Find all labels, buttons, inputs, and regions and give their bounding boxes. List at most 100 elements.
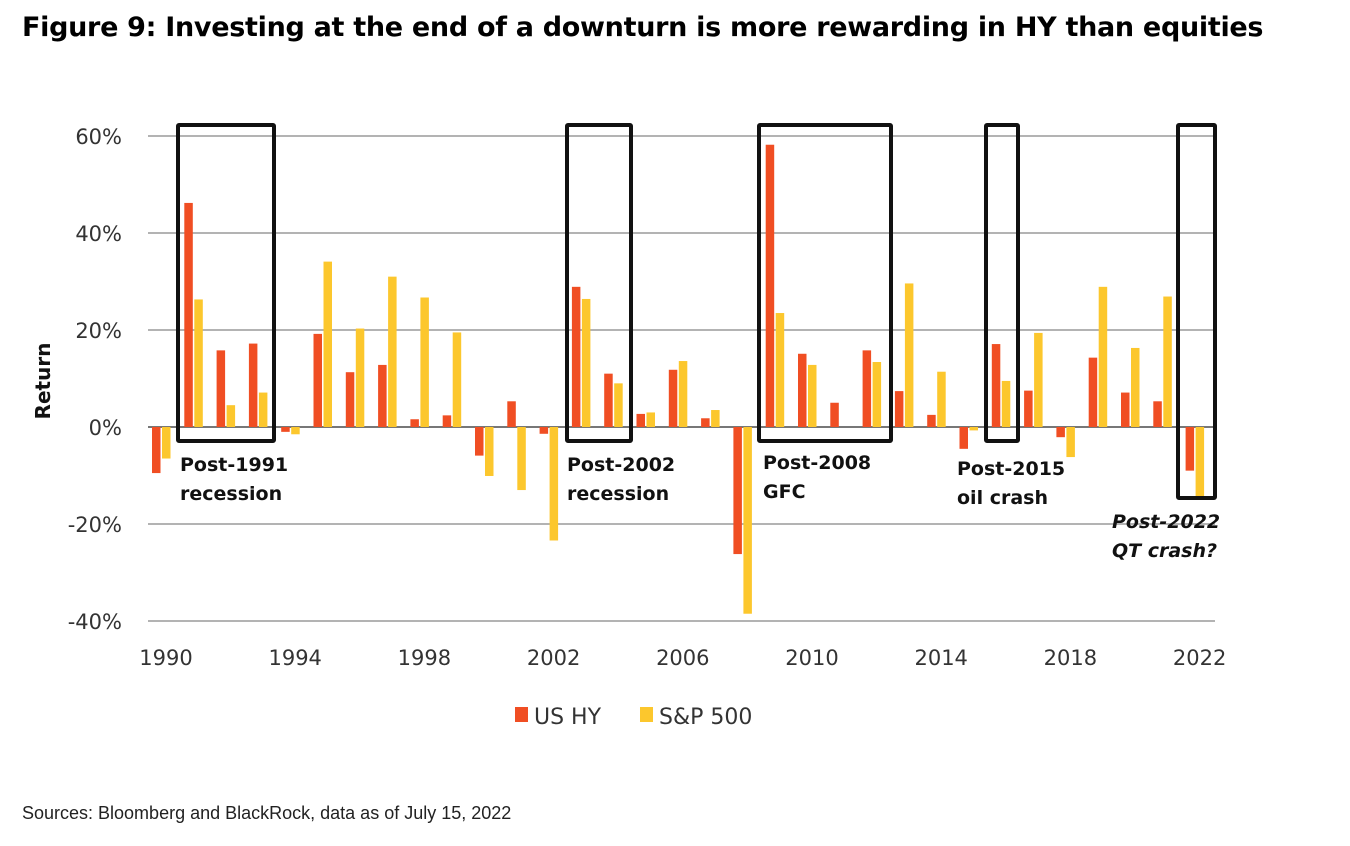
x-tick-label: 2022 — [1173, 646, 1226, 670]
annotation-label: Post-2008 — [763, 452, 871, 474]
x-tick-label: 2010 — [785, 646, 838, 670]
x-tick-label: 1998 — [398, 646, 451, 670]
bar-us-hy — [1121, 392, 1130, 427]
bar-us-hy — [1056, 427, 1065, 438]
annotation-boxes: Post-1991 recession Post-2002 recession Post… — [176, 123, 1220, 562]
bar-sp500 — [743, 427, 752, 614]
bar-us-hy — [442, 415, 452, 427]
bar-us-hy — [248, 343, 258, 427]
bars — [152, 144, 1205, 614]
bar-us-hy — [636, 413, 645, 427]
bar-sp500 — [1131, 347, 1140, 427]
annotation-label: recession — [567, 483, 669, 505]
bar-us-hy — [378, 364, 387, 427]
bar-sp500 — [1195, 427, 1205, 498]
bar-sp500 — [937, 371, 946, 427]
bar-sp500 — [1098, 286, 1108, 427]
annotation-label: QT crash? — [1112, 540, 1217, 562]
annotation-label: GFC — [763, 481, 806, 503]
x-tick-label: 2014 — [914, 646, 967, 670]
source-note: Sources: Bloomberg and BlackRock, data a… — [22, 803, 512, 823]
bar-us-hy — [604, 373, 613, 427]
bar-sp500 — [226, 405, 236, 427]
annotation-label: Post-2015 — [957, 458, 1065, 480]
bar-sp500 — [162, 427, 171, 459]
bar-sp500 — [678, 361, 688, 427]
bar-us-hy — [313, 333, 322, 427]
bar-us-hy — [281, 427, 290, 432]
bar-us-hy — [894, 391, 904, 427]
bar-us-hy — [733, 427, 742, 555]
bar-sp500 — [1001, 380, 1011, 427]
bar-us-hy — [668, 369, 678, 427]
y-tick-label: 40% — [75, 222, 122, 246]
annotation-label: Post-2002 — [567, 454, 675, 476]
bar-sp500 — [711, 410, 720, 427]
bar-us-hy — [216, 350, 226, 427]
bar-sp500 — [517, 427, 526, 491]
bar-sp500 — [646, 412, 655, 427]
bar-us-hy — [1153, 401, 1162, 427]
bar-us-hy — [765, 144, 775, 428]
bar-us-hy — [862, 350, 872, 427]
y-tick-label: -20% — [68, 513, 122, 537]
bar-sp500 — [1066, 427, 1075, 458]
bar-us-hy — [184, 202, 193, 427]
bar-sp500 — [355, 328, 365, 427]
legend-swatch-sp500 — [640, 707, 653, 722]
figure-title: Figure 9: Investing at the end of a down… — [22, 12, 1264, 43]
x-tick-label: 1990 — [139, 646, 192, 670]
bar-us-hy — [959, 427, 968, 449]
x-tick-label: 1994 — [268, 646, 321, 670]
x-tick-label: 2002 — [527, 646, 580, 670]
bar-us-hy — [1024, 390, 1033, 427]
bar-sp500 — [808, 364, 817, 427]
annotation-label: Post-2022 — [1112, 511, 1220, 533]
annotation-box — [1176, 123, 1217, 500]
bar-us-hy — [571, 286, 581, 427]
bar-sp500 — [388, 276, 397, 427]
bar-sp500 — [614, 383, 623, 427]
bar-sp500 — [1034, 332, 1043, 427]
bar-sp500 — [549, 427, 559, 541]
x-tick-label: 2006 — [656, 646, 709, 670]
bar-us-hy — [1088, 357, 1098, 427]
bar-us-hy — [410, 419, 419, 427]
bar-us-hy — [539, 427, 549, 434]
bar-us-hy — [830, 402, 839, 427]
bar-sp500 — [581, 298, 591, 427]
y-axis-ticks: 60% 40% 20% 0% -20% -40% — [68, 125, 122, 634]
bar-sp500 — [969, 427, 978, 431]
bar-us-hy — [1185, 427, 1195, 471]
bar-chart: 60% 40% 20% 0% -20% -40% 1990 1994 1998 2002 2006… — [31, 123, 1226, 730]
bar-us-hy — [927, 414, 936, 427]
legend-label: S&P 500 — [659, 705, 752, 730]
bar-us-hy — [475, 427, 484, 456]
annotation-label: oil crash — [957, 487, 1048, 509]
y-tick-label: 0% — [89, 416, 122, 440]
legend: US HY S&P 500 — [515, 705, 752, 730]
annotation-label: Post-1991 — [180, 454, 288, 476]
x-tick-label: 2018 — [1044, 646, 1097, 670]
y-tick-label: 60% — [75, 125, 122, 149]
bar-us-hy — [345, 372, 355, 427]
bar-us-hy — [507, 401, 516, 427]
annotation-box — [565, 123, 633, 443]
y-axis-label: Return — [31, 343, 55, 420]
bar-sp500 — [258, 392, 268, 427]
bar-sp500 — [872, 362, 882, 427]
bar-sp500 — [420, 297, 429, 427]
legend-label: US HY — [534, 705, 602, 730]
bar-sp500 — [1163, 296, 1172, 427]
bar-sp500 — [323, 261, 332, 427]
bar-sp500 — [485, 427, 494, 476]
bar-sp500 — [775, 313, 785, 427]
bar-sp500 — [194, 299, 203, 427]
annotation-box — [176, 123, 276, 443]
y-tick-label: 20% — [75, 319, 122, 343]
x-axis-ticks: 1990 1994 1998 2002 2006 2010 2014 2018 2022 — [139, 646, 1226, 670]
bar-us-hy — [152, 427, 161, 474]
bar-us-hy — [701, 418, 710, 427]
annotation-label: recession — [180, 483, 282, 505]
bar-sp500 — [904, 283, 914, 427]
